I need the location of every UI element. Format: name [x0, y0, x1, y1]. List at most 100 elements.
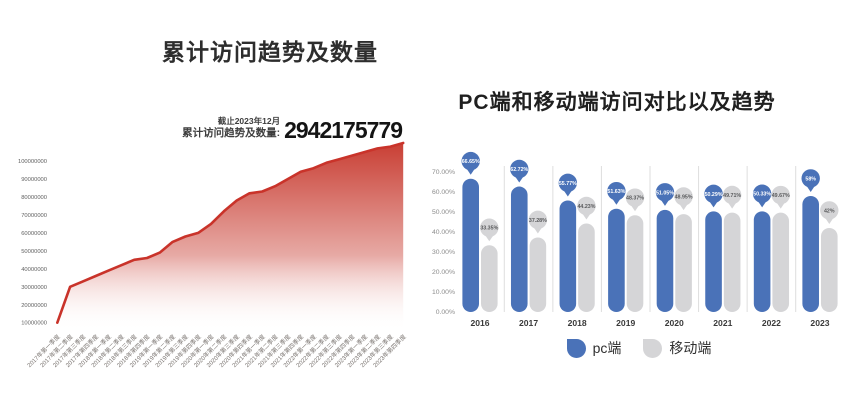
balloon-value-label: 44.23%: [577, 204, 595, 210]
balloon-bubble: [722, 185, 742, 205]
balloon-value-label: 66.65%: [462, 159, 480, 165]
annotation-labels: 截止2023年12月 累计访问趋势及数量:: [182, 116, 280, 141]
balloon-tail: [679, 204, 688, 211]
mobile-bar-2020: [675, 214, 692, 312]
mobile-bar-2018: [578, 223, 595, 312]
balloon-bubble: [577, 196, 596, 216]
balloon-bubble: [655, 183, 675, 202]
chart-legend: pc端 移动端: [426, 338, 852, 358]
pc-bar-2020: [656, 209, 674, 312]
legend-item-pc: pc端: [566, 338, 622, 358]
balloon-tail: [806, 186, 815, 192]
balloon-bubble: [607, 181, 626, 201]
y-axis-tick-label: 30.00%: [432, 249, 455, 256]
cumulative-total-value: 2942175779: [284, 117, 403, 143]
balloon-tail: [582, 213, 591, 220]
balloon-value-label: 49.67%: [772, 193, 790, 199]
y-axis-tick-label: 60.00%: [432, 189, 455, 196]
trend-line: [55, 141, 405, 324]
mobile-legend-marker-icon: [643, 338, 663, 358]
balloon-tail: [564, 190, 572, 197]
balloon-tail: [709, 201, 718, 208]
annotation-metric-label: 累计访问趋势及数量:: [182, 127, 281, 140]
balloon-tail: [776, 203, 785, 209]
balloon-tail: [825, 218, 834, 224]
balloon-tail: [534, 227, 542, 234]
balloon-tail: [661, 200, 669, 206]
total-annotation: 截止2023年12月 累计访问趋势及数量: 2942175779: [182, 116, 403, 143]
cumulative-chart-title: 累计访问趋势及数量: [162, 39, 378, 65]
area-fill: [57, 143, 404, 331]
mobile-bar-2023: [820, 228, 838, 312]
pc-bar-2022: [753, 211, 771, 312]
balloon-bubble: [820, 201, 839, 220]
pc-legend-label: pc端: [592, 340, 622, 356]
balloon-value-label: 33.35%: [480, 226, 498, 232]
balloon-bubble: [801, 169, 820, 188]
year-label: 2020: [665, 318, 684, 328]
y-axis-tick-label: 50.00%: [432, 209, 455, 216]
y-axis-tick-label: 10000000: [21, 321, 47, 327]
year-label: 2021: [713, 318, 732, 328]
balloon-value-label: 48.95%: [675, 195, 693, 201]
year-label: 2019: [616, 318, 635, 328]
balloon-bubble: [528, 210, 548, 230]
balloon-value-label: 50.33%: [753, 192, 771, 198]
balloon-bubble: [510, 159, 529, 179]
y-axis-tick-label: 40000000: [21, 267, 47, 273]
pc-bar-2019: [608, 208, 625, 312]
mobile-bar-2017: [529, 237, 547, 312]
balloon-value-label: 51.05%: [656, 190, 674, 196]
balloon-value-label: 58%: [805, 176, 816, 182]
y-axis-tick-label: 40.00%: [432, 229, 455, 236]
pc-legend-marker-icon: [566, 338, 586, 358]
balloon-value-label: 49.71%: [723, 193, 741, 199]
balloon-value-label: 51.63%: [607, 189, 625, 195]
pc-bar-2016: [462, 178, 479, 312]
balloon-tail: [612, 199, 621, 205]
mobile-bar-2019: [626, 215, 644, 312]
balloon-tail: [466, 169, 475, 175]
comparison-chart-title: PC端和移动端访问对比以及趋势: [458, 91, 776, 114]
pc-bar-2023: [802, 196, 819, 312]
y-axis-tick-label: 20.00%: [432, 269, 455, 276]
balloon-tail: [758, 201, 766, 208]
balloon-bubble: [480, 218, 499, 237]
balloon-bubble: [752, 184, 772, 203]
balloon-value-label: 37.28%: [529, 218, 547, 224]
year-label: 2016: [470, 318, 489, 328]
balloon-tail: [631, 205, 639, 212]
y-axis-tick-label: 70000000: [21, 213, 47, 219]
balloon-value-label: 42%: [824, 208, 835, 214]
balloon-tail: [728, 202, 736, 209]
mobile-legend-label: 移动端: [669, 340, 712, 356]
y-axis-tick-label: 70.00%: [432, 169, 455, 176]
balloon-value-label: 55.77%: [559, 181, 577, 187]
year-label: 2017: [519, 318, 538, 328]
pc-mobile-bar-chart: 0.00% 10.00% 20.00% 30.00% 40.00% 50.00% 60.00…: [432, 151, 839, 328]
balloon-bubble: [461, 151, 480, 171]
balloon-tail: [485, 235, 494, 242]
balloon-value-label: 62.72%: [510, 167, 528, 173]
pc-mobile-panel: PC端和移动端访问对比以及趋势 0.00% 10.00% 20.00% 30.00% 4…: [426, 0, 852, 411]
y-axis-tick-label: 90000000: [21, 177, 47, 183]
balloon-bubble: [625, 188, 645, 207]
balloon-bubble: [771, 185, 790, 205]
year-label: 2018: [568, 318, 587, 328]
y-axis-tick-label: 50000000: [21, 249, 47, 255]
cumulative-visits-panel: 累计访问趋势及数量 截止2023年12月 累计访问趋势及数量: 29421757…: [18, 39, 408, 369]
year-label: 2022: [762, 318, 781, 328]
y-axis-tick-label: 60000000: [21, 231, 47, 237]
balloon-tail: [515, 176, 524, 183]
y-axis-tick-label: 10.00%: [432, 289, 455, 296]
balloon-bubble: [674, 187, 693, 206]
annotation-date-label: 截止2023年12月: [217, 116, 281, 126]
mobile-bar-2016: [481, 245, 498, 312]
balloon-value-label: 50.29%: [705, 192, 723, 198]
y-axis-tick-label: 100000000: [18, 159, 47, 165]
y-axis-tick-label: 80000000: [21, 195, 47, 201]
mobile-bar-2022: [772, 212, 790, 312]
balloon-bubble: [558, 173, 578, 193]
legend-item-mobile: 移动端: [643, 338, 711, 358]
